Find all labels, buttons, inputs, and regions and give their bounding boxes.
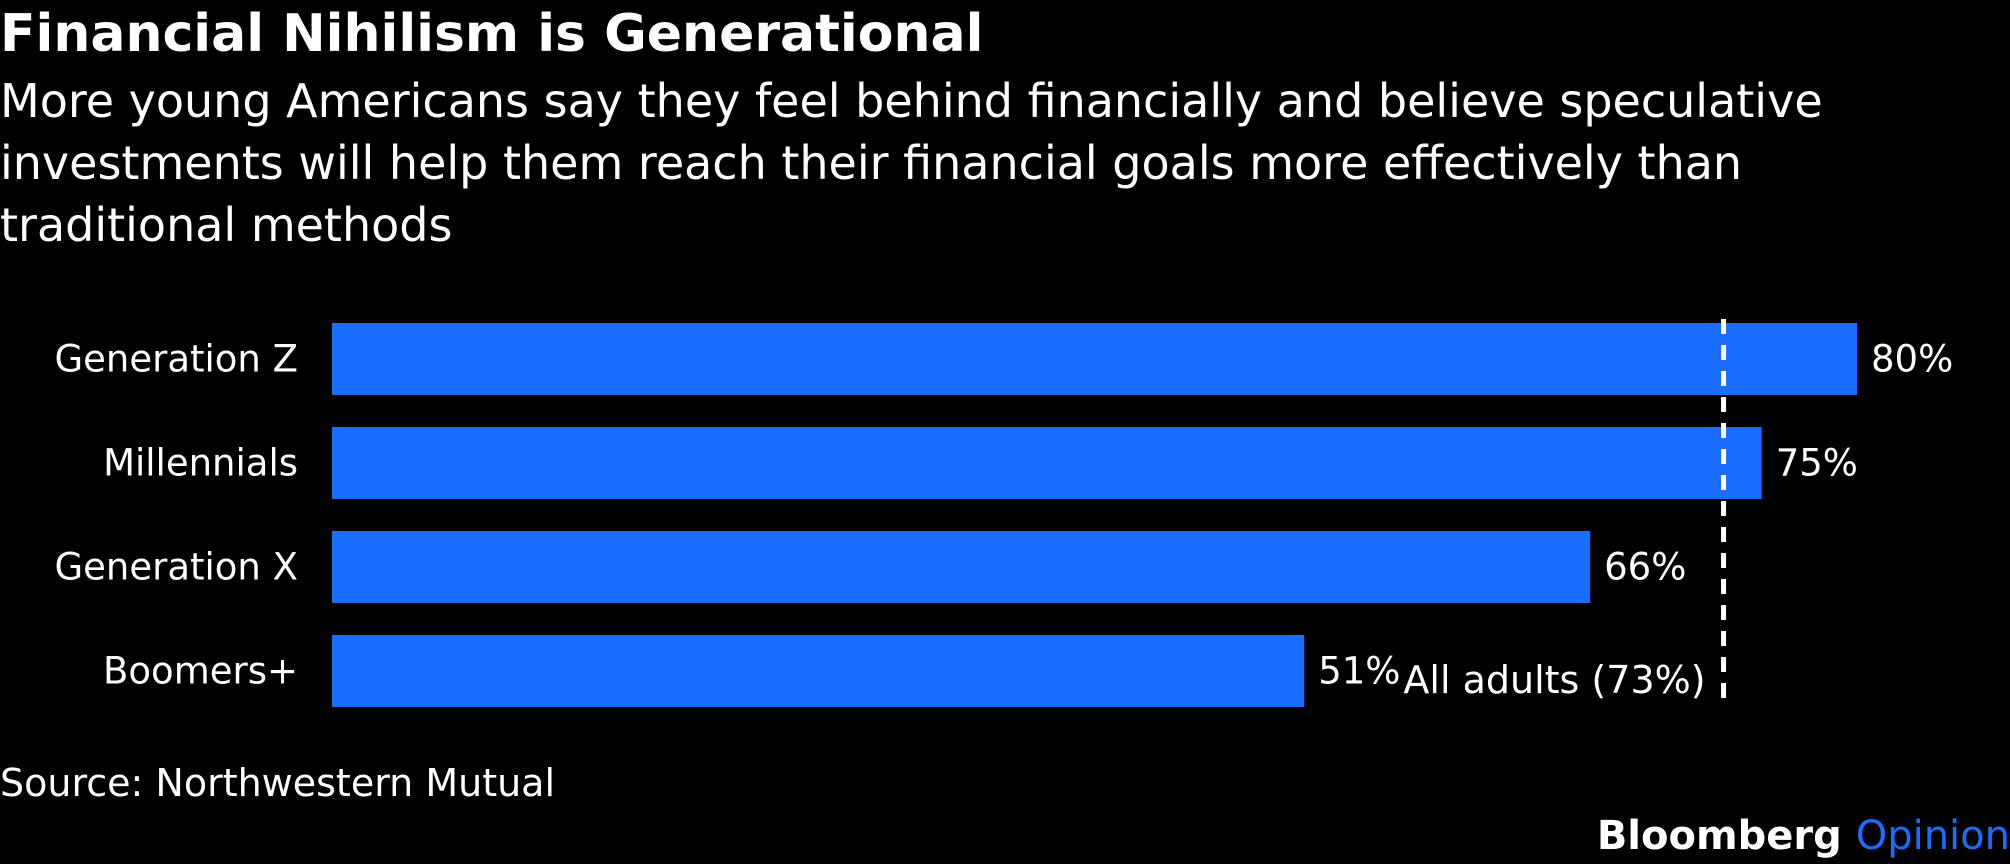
- brand-logo: Bloomberg Opinion: [1597, 810, 2010, 862]
- bar: [332, 427, 1762, 499]
- category-label: Generation Z: [54, 338, 298, 381]
- chart-title: Financial Nihilism is Generational: [0, 4, 984, 64]
- value-label: 51%: [1318, 650, 1400, 693]
- category-label: Millennials: [103, 442, 298, 485]
- bar: [332, 323, 1857, 395]
- brand-suffix: Opinion: [1855, 813, 2010, 859]
- bars-layer: Generation Z 80% Millennials 75% Generation …: [54, 323, 1953, 707]
- reference-line-label: All adults (73%): [1403, 658, 1705, 702]
- bar: [332, 635, 1305, 707]
- bar: [332, 531, 1591, 603]
- category-label: Boomers+: [103, 650, 298, 693]
- reference-line-layer: All adults (73%): [1403, 319, 1727, 702]
- category-label: Generation X: [54, 546, 298, 589]
- value-label: 66%: [1604, 546, 1686, 589]
- value-label: 75%: [1776, 442, 1858, 485]
- chart-subtitle: More young Americans say they feel behin…: [0, 74, 1823, 252]
- brand-name: Bloomberg: [1596, 813, 1842, 859]
- value-label: 80%: [1871, 338, 1953, 381]
- source-note: Source: Northwestern Mutual: [0, 761, 556, 805]
